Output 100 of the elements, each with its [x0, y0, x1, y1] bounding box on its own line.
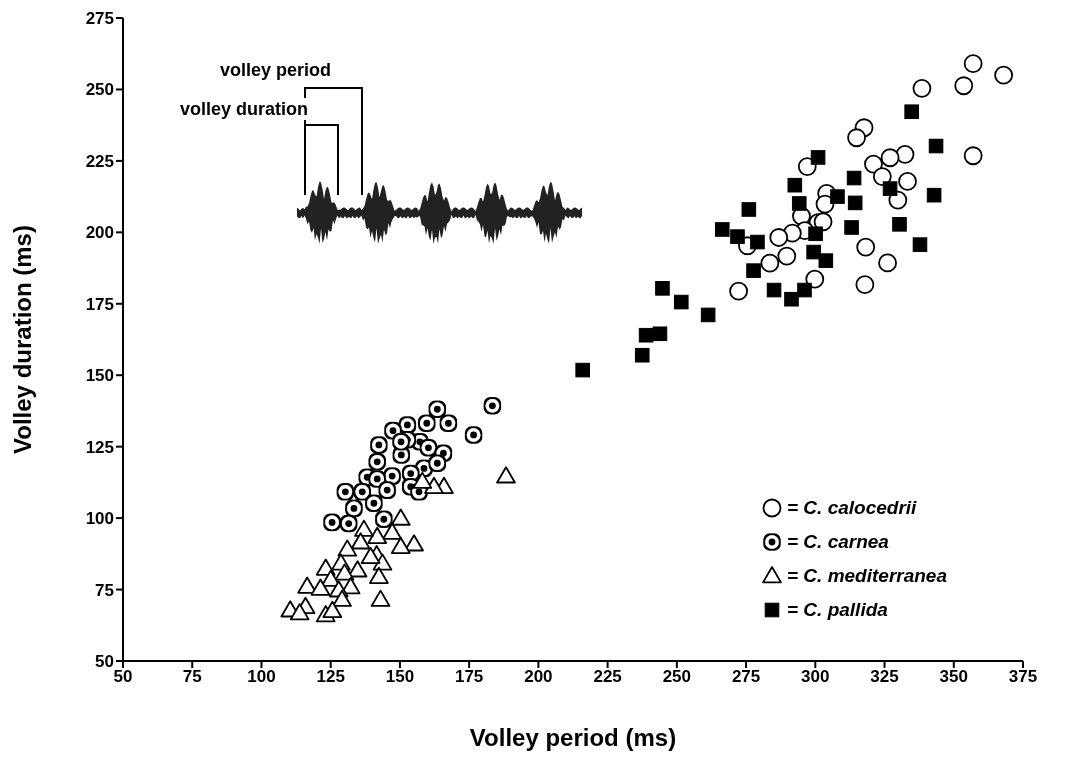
- point: [370, 589, 391, 607]
- point: [797, 282, 812, 298]
- x-tick-label: 200: [524, 667, 553, 687]
- point: [741, 202, 757, 217]
- point: [797, 157, 817, 176]
- y-tick-label: 150: [85, 366, 114, 386]
- point: [882, 181, 898, 196]
- point: [337, 539, 358, 557]
- point: [350, 532, 371, 550]
- y-tick-label: 200: [85, 223, 114, 243]
- point: [847, 195, 863, 211]
- point: [928, 138, 944, 154]
- point: [746, 263, 761, 278]
- point: [806, 244, 821, 260]
- point: [496, 466, 516, 484]
- point: [289, 603, 310, 621]
- point: [855, 275, 875, 295]
- point: [904, 104, 919, 120]
- x-tick-label: 75: [182, 667, 202, 687]
- point: [390, 536, 411, 554]
- point: [297, 576, 317, 594]
- legend-label: = C. mediterranea: [787, 565, 947, 587]
- x-tick-label: 375: [1008, 667, 1038, 687]
- point: [895, 144, 915, 164]
- point: [404, 534, 424, 552]
- point: [714, 222, 730, 237]
- point: [322, 600, 343, 618]
- point: [638, 327, 654, 343]
- point: [673, 294, 689, 310]
- point: [390, 508, 411, 526]
- point: [963, 146, 983, 166]
- point: [360, 546, 381, 564]
- y-tick-label: 125: [85, 437, 114, 457]
- point: [310, 578, 331, 596]
- point: [652, 326, 668, 342]
- point: [347, 560, 368, 578]
- x-tick-label: 350: [939, 667, 968, 687]
- x-tick-label: 300: [801, 667, 830, 687]
- point: [864, 154, 883, 174]
- point: [954, 76, 974, 96]
- point: [634, 347, 650, 363]
- point: [412, 471, 433, 489]
- x-tick-label: 325: [870, 667, 899, 687]
- point: [818, 253, 834, 268]
- point: [655, 281, 670, 296]
- legend-label: = C. pallida: [787, 599, 888, 621]
- point: [846, 170, 862, 186]
- point: [994, 65, 1014, 85]
- point: [791, 196, 807, 211]
- point: [878, 253, 897, 273]
- legend-label: = C. carnea: [787, 531, 889, 553]
- x-tick-label: 125: [316, 667, 345, 687]
- y-tick-label: 275: [85, 9, 114, 29]
- y-tick-label: 50: [95, 652, 114, 672]
- point: [830, 189, 845, 204]
- y-tick-label: 75: [95, 580, 114, 600]
- point: [424, 476, 444, 494]
- y-tick-label: 100: [85, 509, 114, 529]
- point: [805, 269, 825, 289]
- x-tick-label: 275: [731, 667, 761, 687]
- point: [750, 234, 765, 250]
- x-tick-label: 175: [454, 667, 484, 687]
- point: [856, 237, 876, 257]
- y-axis-title: Volley duration (ms): [8, 225, 36, 454]
- annotation: volley duration: [178, 98, 311, 120]
- point: [334, 563, 355, 581]
- point: [898, 172, 917, 191]
- point: [730, 229, 745, 244]
- point: [912, 237, 928, 252]
- point: [575, 362, 590, 378]
- point: [784, 291, 799, 307]
- point: [369, 566, 389, 584]
- point: [367, 526, 388, 544]
- x-tick-label: 100: [247, 667, 276, 687]
- point: [808, 226, 823, 242]
- x-axis-title: Volley period (ms): [469, 724, 677, 751]
- point: [769, 228, 789, 247]
- point: [382, 522, 402, 540]
- y-tick-label: 175: [85, 294, 114, 314]
- x-tick-label: 250: [662, 667, 692, 687]
- point: [963, 54, 983, 74]
- point: [912, 78, 932, 98]
- x-tick-label: 50: [113, 667, 133, 687]
- point: [810, 150, 826, 165]
- point: [354, 519, 374, 537]
- point: [872, 167, 892, 187]
- x-tick-label: 225: [593, 667, 622, 687]
- y-tick-label: 250: [85, 80, 114, 100]
- x-tick-label: 150: [385, 667, 415, 687]
- point: [926, 187, 942, 203]
- point: [766, 282, 782, 298]
- point: [847, 128, 866, 148]
- point: [760, 253, 780, 273]
- point: [880, 148, 900, 168]
- point: [332, 589, 352, 607]
- annotation: volley period: [218, 59, 334, 81]
- y-tick-label: 225: [85, 151, 114, 171]
- point: [700, 307, 716, 323]
- point: [777, 246, 797, 266]
- point: [787, 177, 803, 193]
